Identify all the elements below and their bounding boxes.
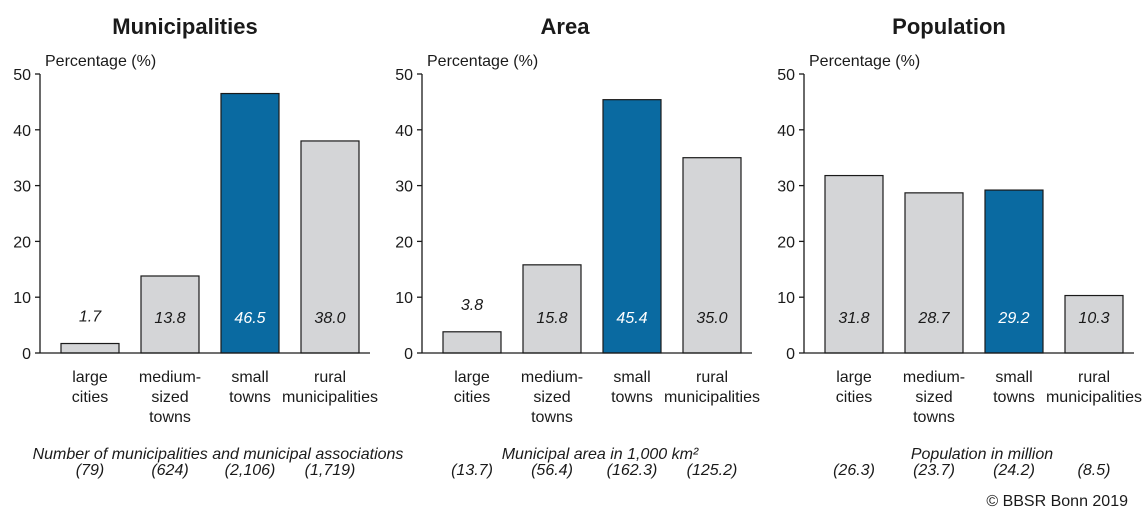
panel-note: Number of municipalities and municipal a… (33, 446, 404, 463)
y-tick-label: 30 (395, 179, 413, 196)
bar (300, 140, 360, 354)
y-tick-label: 50 (13, 67, 31, 84)
bar (522, 264, 582, 354)
category-label: cities (836, 389, 872, 406)
data-label: 15.8 (536, 310, 567, 327)
category-label: small (613, 369, 650, 386)
count-label: (79) (76, 462, 104, 479)
y-axis-label: Percentage (%) (45, 53, 156, 70)
count-label: (162.3) (607, 462, 658, 479)
bar (984, 189, 1044, 354)
category-label: rural (1078, 369, 1110, 386)
category-label: municipalities (664, 389, 760, 406)
panel-note: Municipal area in 1,000 km² (502, 446, 699, 463)
count-label: (56.4) (531, 462, 573, 479)
bar (442, 331, 502, 354)
category-label: towns (913, 409, 955, 426)
y-tick-label: 30 (777, 179, 795, 196)
bar (1064, 294, 1124, 354)
data-label: 10.3 (1078, 310, 1109, 327)
count-label: (23.7) (913, 462, 955, 479)
chart-title: Population (892, 14, 1006, 39)
bar (60, 342, 120, 354)
data-label: 3.8 (461, 297, 483, 314)
y-tick-label: 10 (395, 290, 413, 307)
y-tick-label: 10 (13, 290, 31, 307)
data-label: 1.7 (79, 309, 102, 326)
category-label: small (995, 369, 1032, 386)
category-label: small (231, 369, 268, 386)
category-label: towns (611, 389, 653, 406)
category-label: sized (533, 389, 570, 406)
credit: © BBSR Bonn 2019 (986, 493, 1128, 510)
category-label: large (72, 369, 108, 386)
count-label: (624) (151, 462, 188, 479)
category-label: sized (151, 389, 188, 406)
data-label: 29.2 (997, 310, 1029, 327)
category-label: large (454, 369, 490, 386)
chart-title: Municipalities (112, 14, 257, 39)
category-label: rural (696, 369, 728, 386)
y-tick-label: 20 (13, 234, 31, 251)
count-label: (1,719) (305, 462, 356, 479)
data-label: 31.8 (838, 310, 869, 327)
category-label: towns (149, 409, 191, 426)
bar (602, 99, 662, 354)
data-label: 13.8 (154, 310, 185, 327)
category-label: towns (229, 389, 271, 406)
category-label: medium- (139, 369, 201, 386)
count-label: (24.2) (993, 462, 1035, 479)
y-tick-label: 50 (777, 67, 795, 84)
count-label: (26.3) (833, 462, 875, 479)
y-tick-label: 40 (13, 123, 31, 140)
category-label: towns (531, 409, 573, 426)
y-tick-label: 40 (395, 123, 413, 140)
bar (220, 92, 280, 354)
category-label: municipalities (282, 389, 378, 406)
category-label: cities (454, 389, 490, 406)
category-label: medium- (521, 369, 583, 386)
count-label: (2,106) (225, 462, 276, 479)
y-tick-label: 10 (777, 290, 795, 307)
category-label: medium- (903, 369, 965, 386)
data-label: 28.7 (917, 310, 950, 327)
y-tick-label: 20 (395, 234, 413, 251)
data-label: 35.0 (696, 310, 727, 327)
chart-title: Area (541, 14, 591, 39)
data-label: 46.5 (234, 310, 265, 327)
count-label: (13.7) (451, 462, 493, 479)
category-label: municipalities (1046, 389, 1142, 406)
category-label: sized (915, 389, 952, 406)
count-label: (8.5) (1078, 462, 1111, 479)
y-tick-label: 0 (786, 346, 795, 363)
data-label: 38.0 (314, 310, 345, 327)
category-label: rural (314, 369, 346, 386)
bar (824, 174, 884, 354)
y-tick-label: 0 (404, 346, 413, 363)
y-axis-label: Percentage (%) (427, 53, 538, 70)
panel-note: Population in million (911, 446, 1053, 463)
y-tick-label: 20 (777, 234, 795, 251)
y-tick-label: 0 (22, 346, 31, 363)
y-tick-label: 40 (777, 123, 795, 140)
count-label: (125.2) (687, 462, 738, 479)
category-label: cities (72, 389, 108, 406)
category-label: large (836, 369, 872, 386)
y-tick-label: 50 (395, 67, 413, 84)
bar (904, 192, 964, 354)
y-axis-label: Percentage (%) (809, 53, 920, 70)
y-tick-label: 30 (13, 179, 31, 196)
data-label: 45.4 (616, 310, 647, 327)
category-label: towns (993, 389, 1035, 406)
